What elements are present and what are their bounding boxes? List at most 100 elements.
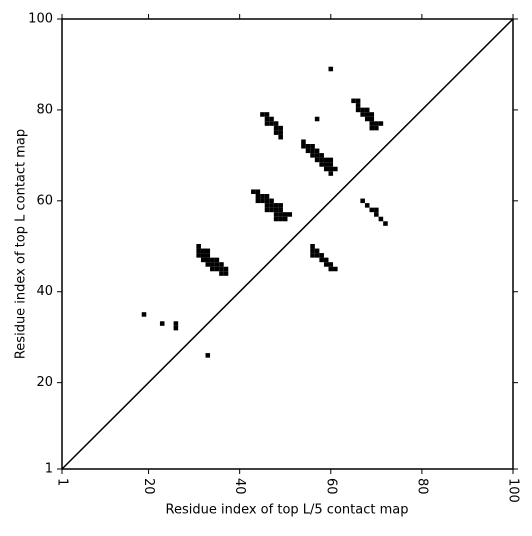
contact-cell — [278, 212, 283, 217]
contact-cell — [314, 253, 320, 258]
contact-cell — [319, 253, 324, 258]
contact-cell — [323, 262, 329, 267]
contact-cell — [319, 153, 324, 158]
contact-cell — [264, 198, 270, 204]
contact-cell — [210, 262, 215, 267]
contact-cell — [355, 103, 361, 108]
contact-cell — [223, 271, 229, 276]
contact-cell — [214, 257, 220, 263]
contact-cell — [255, 194, 261, 199]
contact-cell — [260, 198, 265, 204]
contact-cell — [264, 121, 270, 126]
contact-cell — [323, 166, 329, 172]
contact-cell — [278, 130, 283, 135]
contact-cell — [205, 253, 211, 258]
contact-cell — [264, 116, 270, 122]
contact-cell — [278, 125, 283, 131]
contact-cell — [369, 125, 375, 131]
contact-cell — [273, 130, 279, 135]
contact-cell — [205, 248, 211, 254]
contact-cell — [374, 207, 379, 213]
contact-cell — [314, 248, 320, 254]
contact-cell — [314, 148, 320, 154]
contact-cell — [273, 125, 279, 131]
contact-cell — [223, 266, 229, 272]
contact-cell — [374, 125, 379, 131]
x-tick-label: 40 — [232, 478, 247, 495]
y-tick-label: 40 — [36, 284, 53, 299]
contact-cell — [314, 157, 320, 163]
contact-cell — [196, 253, 201, 258]
contact-cell — [374, 212, 379, 217]
contact-cell — [196, 248, 201, 254]
contact-cell — [328, 262, 334, 267]
contact-cell — [369, 207, 375, 213]
contact-cell — [214, 266, 220, 272]
contact-cell — [251, 189, 256, 194]
contact-cell — [378, 216, 384, 222]
contact-cell — [328, 66, 334, 72]
contact-cell — [319, 157, 324, 163]
contact-cell — [328, 171, 334, 176]
contact-cell — [328, 162, 334, 167]
contact-cell — [328, 157, 334, 163]
contact-cell — [141, 312, 147, 317]
contact-cell — [269, 116, 274, 122]
contact-cell — [269, 198, 274, 204]
contact-cell — [219, 262, 224, 267]
contact-cell — [369, 112, 375, 117]
contact-cell — [364, 112, 370, 117]
contact-cell — [196, 244, 201, 249]
contact-cell — [269, 207, 274, 213]
contact-cell — [205, 262, 211, 267]
contact-cell — [310, 244, 315, 249]
contact-cell — [374, 121, 379, 126]
contact-cell — [360, 112, 365, 117]
contact-cell — [305, 144, 311, 149]
contact-cell — [319, 257, 324, 263]
contact-cell — [333, 266, 338, 272]
contact-cell — [173, 321, 179, 326]
contact-cell — [319, 162, 324, 167]
contact-cell — [282, 212, 288, 217]
contact-cell — [301, 144, 306, 149]
contact-cell — [310, 253, 315, 258]
contact-cell — [301, 139, 306, 144]
contact-cell — [310, 153, 315, 158]
contact-cell — [310, 148, 315, 154]
contact-cell — [369, 121, 375, 126]
contact-cell — [323, 257, 329, 263]
contact-cell — [314, 116, 320, 122]
contact-cell — [305, 148, 311, 154]
contact-cell — [328, 166, 334, 172]
contact-cell — [364, 116, 370, 122]
y-tick-label: 20 — [36, 375, 53, 390]
contact-cell — [264, 194, 270, 199]
contact-cell — [378, 121, 384, 126]
contact-cell — [323, 157, 329, 163]
contact-cell — [273, 212, 279, 217]
contact-cell — [205, 257, 211, 263]
contact-cell — [210, 266, 215, 272]
contact-cell — [269, 121, 274, 126]
x-axis-label: Residue index of top L/5 contact map — [166, 503, 409, 518]
x-tick-label: 1 — [55, 478, 70, 486]
x-tick-label: 100 — [506, 478, 521, 503]
contact-cell — [260, 112, 265, 117]
contact-cell — [173, 325, 179, 331]
contact-cell — [273, 203, 279, 208]
y-tick-label: 60 — [36, 193, 53, 208]
contact-cell — [364, 203, 370, 208]
contact-cell — [264, 112, 270, 117]
contact-cell — [273, 216, 279, 222]
contact-cell — [264, 203, 270, 208]
contact-cell — [205, 353, 211, 358]
contact-cell — [278, 203, 283, 208]
x-tick-label: 60 — [323, 478, 338, 495]
contact-cell — [273, 121, 279, 126]
contact-cell — [273, 207, 279, 213]
contact-cell — [219, 266, 224, 272]
contact-cell — [333, 166, 338, 172]
contact-cell — [200, 257, 206, 263]
contact-cell — [219, 271, 224, 276]
